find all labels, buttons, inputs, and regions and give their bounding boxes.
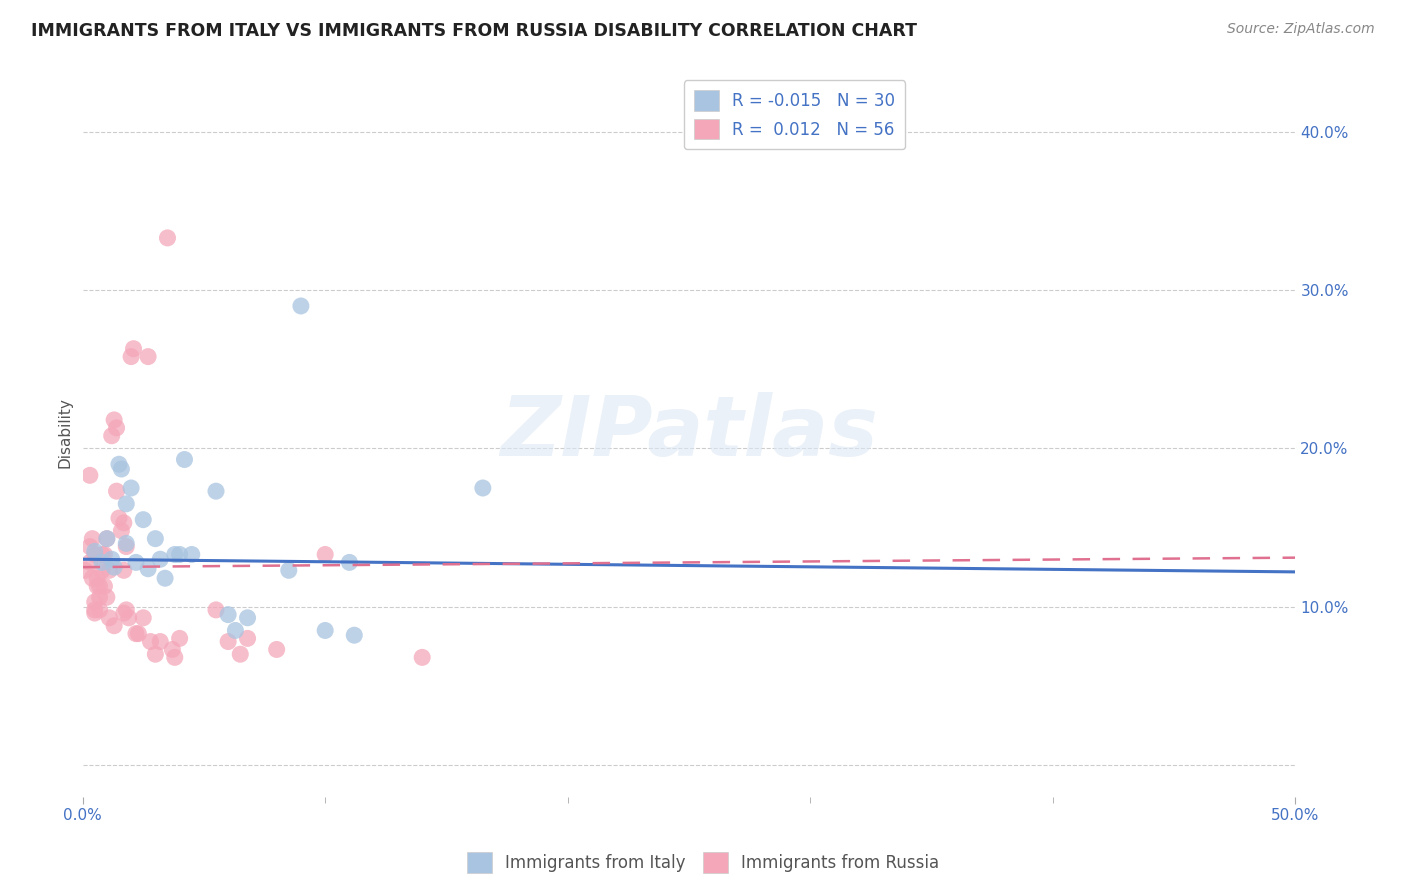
Point [169,548,191,562]
Point [112,516,135,530]
Point [139,634,162,648]
Point [98,563,121,577]
Point [224,624,246,638]
Point [343,628,366,642]
Point [105,484,128,499]
Point [112,606,135,620]
Text: Source: ZipAtlas.com: Source: ZipAtlas.com [1227,22,1375,37]
Point [153,571,176,585]
Point [149,634,172,648]
Legend: R = -0.015   N = 30, R =  0.012   N = 56: R = -0.015 N = 30, R = 0.012 N = 56 [683,80,905,150]
Point [115,603,138,617]
Point [86,579,108,593]
Point [205,484,228,499]
Point [100,552,122,566]
Point [91,555,114,569]
Point [236,611,259,625]
Point [108,511,131,525]
Point [339,555,361,569]
Point [89,603,111,617]
Point [83,548,105,562]
Point [103,560,125,574]
Point [125,555,148,569]
Point [103,618,125,632]
Point [132,611,155,625]
Point [118,611,141,625]
Point [73,563,96,577]
Point [180,548,202,562]
Point [132,513,155,527]
Point [91,548,114,562]
Point [82,571,104,585]
Point [96,532,118,546]
Point [290,299,312,313]
Point [83,544,105,558]
Point [173,452,195,467]
Y-axis label: Disability: Disability [58,397,72,468]
Point [120,350,142,364]
Point [93,579,115,593]
Point [163,650,186,665]
Point [314,624,336,638]
Point [145,647,167,661]
Point [136,562,159,576]
Point [266,642,288,657]
Point [229,647,252,661]
Point [314,548,336,562]
Point [125,626,148,640]
Point [79,555,101,569]
Point [112,563,135,577]
Point [96,591,118,605]
Point [236,632,259,646]
Point [120,481,142,495]
Point [115,497,138,511]
Point [96,532,118,546]
Point [169,632,191,646]
Point [110,524,132,538]
Point [145,532,167,546]
Point [83,603,105,617]
Point [100,429,122,443]
Point [156,231,179,245]
Point [136,350,159,364]
Point [217,607,239,622]
Point [91,563,114,577]
Point [83,606,105,620]
Point [115,540,138,554]
Point [108,457,131,471]
Point [79,540,101,554]
Point [83,595,105,609]
Text: ZIPatlas: ZIPatlas [501,392,877,473]
Point [149,552,172,566]
Point [105,421,128,435]
Point [163,548,186,562]
Point [93,548,115,562]
Point [86,571,108,585]
Point [277,563,299,577]
Text: IMMIGRANTS FROM ITALY VS IMMIGRANTS FROM RUSSIA DISABILITY CORRELATION CHART: IMMIGRANTS FROM ITALY VS IMMIGRANTS FROM… [31,22,917,40]
Point [205,603,228,617]
Point [110,462,132,476]
Point [162,642,184,657]
Point [471,481,494,495]
Point [79,468,101,483]
Point [122,342,145,356]
Point [411,650,433,665]
Point [127,626,149,640]
Point [89,579,111,593]
Point [217,634,239,648]
Point [98,611,121,625]
Legend: Immigrants from Italy, Immigrants from Russia: Immigrants from Italy, Immigrants from R… [460,846,946,880]
Point [103,413,125,427]
Point [82,532,104,546]
Point [115,536,138,550]
Point [89,591,111,605]
